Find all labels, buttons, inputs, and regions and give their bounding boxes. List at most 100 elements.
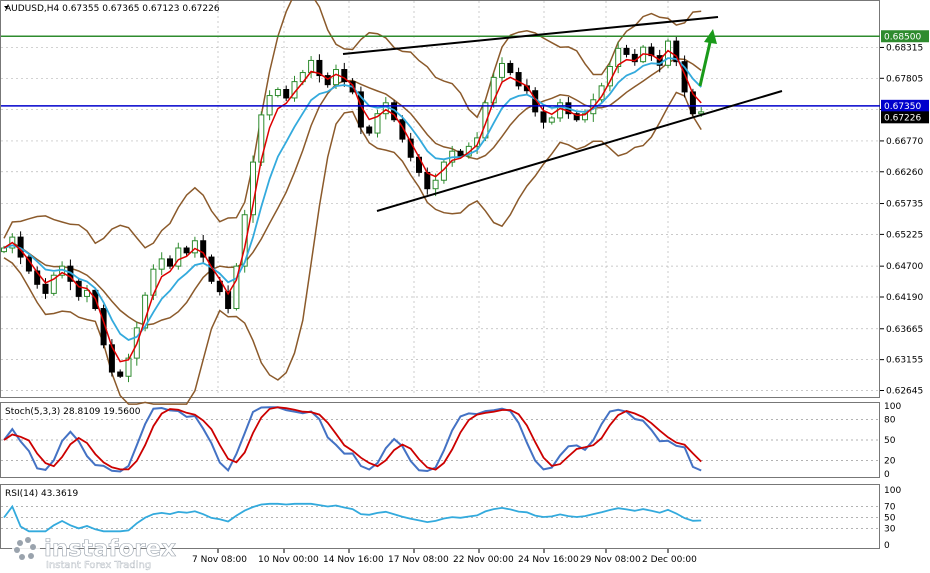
candle-body bbox=[34, 270, 41, 285]
candle-body bbox=[84, 289, 90, 297]
candle-body bbox=[623, 47, 630, 55]
osc-tick-label: 50 bbox=[884, 514, 896, 524]
price-tick-label: 0.65735 bbox=[886, 200, 923, 210]
stoch-axis: 100 80 50 20 0 bbox=[884, 402, 901, 480]
price-tick-label: 0.66770 bbox=[886, 137, 923, 147]
ema-fast-line bbox=[3, 49, 702, 363]
price-tick-label: 0.62645 bbox=[886, 386, 923, 396]
band-upper bbox=[3, 0, 702, 249]
time-tick-label: 10 Nov 00:00 bbox=[258, 555, 319, 565]
candle-body bbox=[465, 145, 472, 157]
candle-body bbox=[158, 258, 165, 270]
candle-body bbox=[125, 357, 132, 377]
moving-averages bbox=[3, 49, 702, 363]
price-tick-label: 0.66260 bbox=[886, 168, 923, 178]
band-lower bbox=[3, 91, 702, 405]
osc-tick-label: 100 bbox=[884, 402, 901, 412]
level-tag bbox=[881, 99, 929, 112]
price-tick-label: 0.68315 bbox=[886, 43, 923, 53]
candle-body bbox=[424, 171, 431, 190]
time-tick-label: 24 Nov 16:00 bbox=[518, 555, 579, 565]
candle-body bbox=[689, 91, 696, 115]
candle-body bbox=[432, 179, 439, 190]
candle-body bbox=[75, 280, 82, 297]
candle-body bbox=[42, 283, 49, 294]
candle-body bbox=[399, 119, 406, 140]
upper-trendline bbox=[342, 16, 719, 55]
candle-body bbox=[274, 88, 281, 97]
price-tick-label: 0.65225 bbox=[886, 230, 923, 240]
osc-tick-label: 80 bbox=[884, 416, 896, 426]
current-price-label: 0.67226 bbox=[884, 113, 921, 123]
time-axis: 7 Nov 08:00 10 Nov 00:00 14 Nov 16:00 17 No… bbox=[192, 549, 697, 565]
candle-body bbox=[474, 137, 481, 147]
time-tick-label: 14 Nov 16:00 bbox=[323, 555, 384, 565]
candle-body bbox=[183, 247, 190, 254]
brand-name: instaforex bbox=[44, 536, 176, 562]
osc-tick-label: 30 bbox=[884, 525, 896, 535]
stoch-k-line bbox=[3, 406, 702, 473]
rsi-title: RSI(14) 43.3619 bbox=[5, 489, 78, 499]
candle-body bbox=[673, 40, 680, 63]
candle-body bbox=[515, 72, 522, 87]
candle-body bbox=[283, 88, 290, 99]
stoch-d-line bbox=[3, 406, 702, 471]
candle-body bbox=[681, 61, 688, 93]
lower-trendline bbox=[376, 90, 783, 212]
candle-body bbox=[698, 111, 705, 115]
price-tick-label: 0.64700 bbox=[886, 262, 923, 272]
level-tag bbox=[881, 30, 929, 43]
candle-body bbox=[333, 69, 339, 86]
osc-tick-label: 50 bbox=[884, 436, 896, 446]
brand-tagline: Instant Forex Trading bbox=[46, 560, 151, 571]
candle-body bbox=[216, 280, 223, 293]
osc-tick-label: 70 bbox=[884, 503, 896, 513]
candle-body bbox=[573, 113, 580, 121]
level-tag-label: 0.67350 bbox=[884, 102, 921, 112]
rsi-line bbox=[3, 502, 702, 533]
candle-body bbox=[457, 150, 464, 157]
candle-body bbox=[50, 274, 57, 294]
candle-body bbox=[366, 126, 373, 134]
candles bbox=[1, 36, 705, 383]
price-tick-label: 0.63155 bbox=[886, 356, 923, 366]
level-tag-label: 0.68500 bbox=[884, 32, 921, 42]
candle-body bbox=[1, 247, 7, 253]
time-tick-label: 17 Nov 08:00 bbox=[388, 555, 449, 565]
current-price-tag bbox=[881, 111, 929, 124]
price-pane-frame bbox=[0, 0, 880, 398]
time-tick-label: 22 Nov 00:00 bbox=[453, 555, 514, 565]
osc-tick-label: 100 bbox=[884, 486, 901, 496]
candle-body bbox=[548, 117, 555, 123]
candle-body bbox=[175, 247, 182, 267]
price-tick-label: 0.67805 bbox=[886, 74, 923, 84]
candle-body bbox=[316, 59, 323, 77]
candle-body bbox=[117, 371, 124, 377]
candle-body bbox=[167, 258, 173, 267]
price-axis: 0.683150.678050.672900.667700.662600.657… bbox=[880, 43, 923, 396]
price-tick-label: 0.64190 bbox=[886, 293, 923, 303]
candle-body bbox=[191, 240, 198, 254]
candle-body bbox=[507, 62, 514, 74]
time-tick-label: 29 Nov 08:00 bbox=[580, 555, 641, 565]
candle-body bbox=[374, 113, 381, 134]
candle-body bbox=[233, 265, 240, 310]
osc-tick-label: 20 bbox=[884, 456, 896, 466]
candle-body bbox=[341, 69, 348, 83]
candle-body bbox=[241, 214, 248, 267]
candle-body bbox=[100, 308, 107, 346]
up-arrow-icon bbox=[698, 29, 717, 87]
candle-body bbox=[324, 75, 331, 86]
time-tick-label: 2 Dec 00:00 bbox=[642, 555, 697, 565]
chart-header: AUDUSD,H4 0.67355 0.67365 0.67123 0.6722… bbox=[5, 4, 220, 14]
instaforex-logo: instaforex Instant Forex Trading bbox=[12, 535, 177, 571]
osc-tick-label: 0 bbox=[884, 470, 890, 480]
candle-body bbox=[225, 291, 232, 310]
candle-body bbox=[499, 62, 505, 78]
stoch-title: Stoch(5,3,3) 28.8109 19.5600 bbox=[5, 407, 141, 417]
osc-tick-label: 0 bbox=[884, 541, 890, 551]
chevron-down-icon[interactable] bbox=[4, 6, 9, 9]
